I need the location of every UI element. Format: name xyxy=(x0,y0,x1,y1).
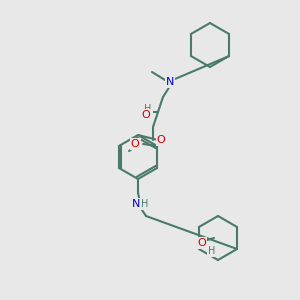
Text: O: O xyxy=(198,238,206,248)
Text: O: O xyxy=(131,139,140,149)
Text: H: H xyxy=(144,104,152,114)
Text: O: O xyxy=(142,110,150,120)
Text: H: H xyxy=(141,199,149,209)
Text: N: N xyxy=(166,77,174,87)
Text: O: O xyxy=(157,135,165,145)
Text: H: H xyxy=(208,246,216,256)
Text: N: N xyxy=(132,199,140,209)
